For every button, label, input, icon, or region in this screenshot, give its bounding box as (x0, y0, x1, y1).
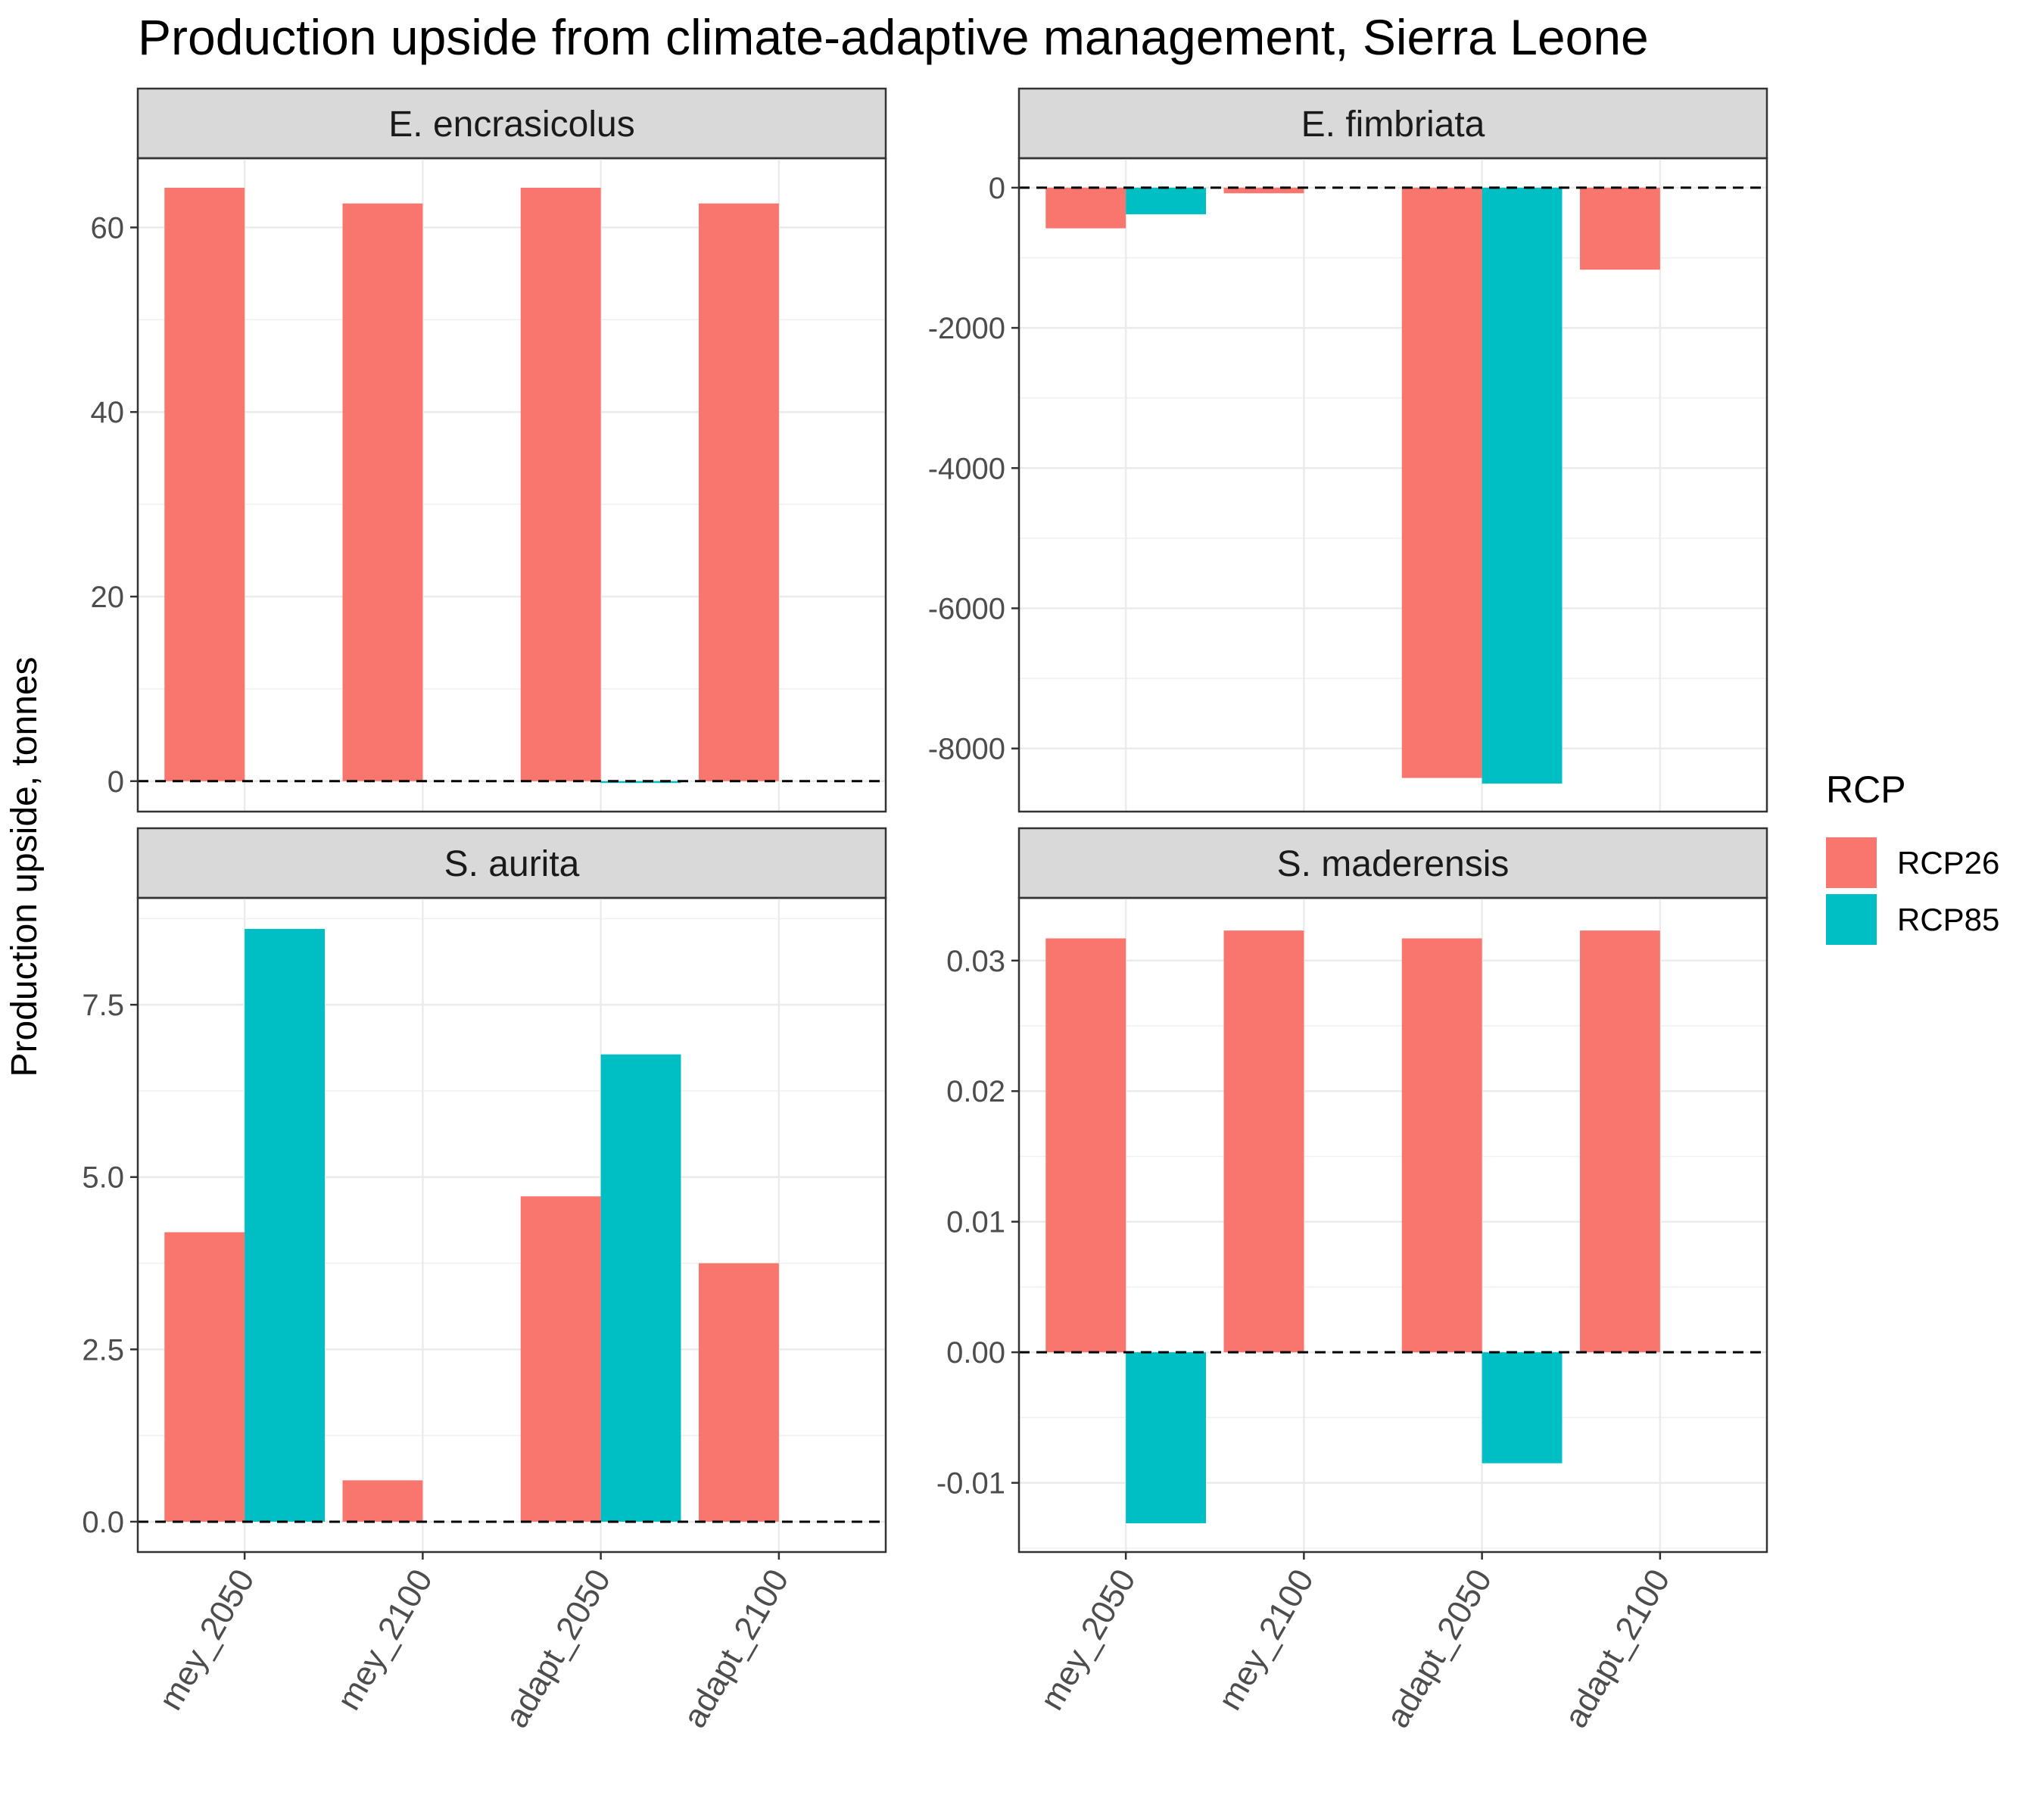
bar-s-aurita-adapt-2050-rcp26 (520, 1196, 601, 1522)
legend-label-rcp85: RCP85 (1897, 902, 1999, 937)
panels: E. encrasicolus 0 20 40 60 E. fimbriata 0 -2000… (82, 87, 1768, 1734)
strip-e-fimbriata (1017, 87, 1768, 160)
bar-e-fimbriata-adapt-2050-rcp26 (1401, 187, 1482, 778)
bar-s-aurita-adapt-2050-rcp85 (600, 1054, 681, 1522)
bar-s-aurita-mey-2100-rcp26 (342, 1480, 423, 1522)
chart-title: Production upside from climate-adaptive … (138, 9, 1649, 65)
bar-e-fimbriata-mey-2050-rcp85 (1126, 187, 1206, 215)
y-tick-label: -2000 (928, 312, 1005, 345)
bar-s-aurita-mey-2050-rcp85 (245, 928, 325, 1522)
panel-s-maderensis: S. maderensis -0.01 0.00 0.01 0.02 0.03 mey_20… (936, 827, 1768, 1734)
bar-s-maderensis-adapt-2050-rcp26 (1401, 938, 1482, 1353)
bar-e-fimbriata-mey-2100-rcp26 (1223, 187, 1304, 194)
panel-border-e-fimbriata (1017, 157, 1768, 813)
x-tick-label: mey_2100 (330, 1563, 440, 1716)
x-tick-label: adapt_2100 (1557, 1563, 1678, 1734)
y-tick-label: 0.02 (946, 1075, 1005, 1108)
y-tick-label: 20 (91, 581, 125, 614)
y-tick-label: 0.03 (946, 945, 1005, 978)
bar-e-fimbriata-adapt-2050-rcp85 (1482, 187, 1563, 784)
panel-e-fimbriata: E. fimbriata 0 -2000 -4000 -6000 -8000 (928, 87, 1768, 813)
bar-e-encrasicolus-adapt-2050-rcp26 (520, 188, 601, 781)
y-tick-label: -0.01 (936, 1467, 1005, 1501)
bar-e-encrasicolus-mey-2050-rcp26 (164, 188, 245, 781)
strip-label-e-fimbriata: E. fimbriata (1301, 104, 1485, 145)
legend-label-rcp26: RCP26 (1897, 845, 1999, 880)
y-tick-label: 0.01 (946, 1206, 1005, 1239)
panel-border-s-aurita (136, 896, 887, 1554)
y-tick-label: 0 (107, 765, 124, 799)
legend-swatch-rcp85 (1826, 894, 1877, 945)
bar-e-fimbriata-adapt-2100-rcp26 (1580, 187, 1660, 270)
bar-s-maderensis-adapt-2050-rcp85 (1482, 1352, 1563, 1463)
y-tick-label: 5.0 (82, 1161, 124, 1195)
y-tick-label: 40 (91, 396, 125, 429)
bar-e-encrasicolus-adapt-2100-rcp26 (699, 203, 779, 781)
bar-e-encrasicolus-adapt-2050-rcp85 (600, 781, 681, 784)
y-tick-label: 0 (989, 172, 1005, 205)
bar-s-aurita-mey-2050-rcp26 (164, 1232, 245, 1522)
bar-s-maderensis-mey-2050-rcp85 (1126, 1352, 1206, 1524)
y-tick-label: 0.0 (82, 1506, 124, 1539)
strip-label-s-maderensis: S. maderensis (1277, 844, 1510, 884)
panel-border-s-maderensis (1017, 896, 1768, 1554)
bar-s-aurita-adapt-2100-rcp26 (699, 1263, 779, 1522)
y-tick-label: -6000 (928, 592, 1005, 625)
x-tick-label: adapt_2050 (498, 1563, 618, 1734)
legend-title: RCP (1826, 768, 1906, 811)
panel-border-e-encrasicolus (136, 157, 887, 813)
y-tick-label: -8000 (928, 733, 1005, 766)
x-tick-label: adapt_2100 (676, 1563, 796, 1734)
y-tick-label: 2.5 (82, 1333, 124, 1367)
y-axis-label: Production upside, tonnes (5, 656, 45, 1077)
y-tick-label: -4000 (928, 452, 1005, 485)
y-tick-label: 0.00 (946, 1336, 1005, 1370)
panel-s-aurita: S. aurita 0.0 2.5 5.0 7.5 mey_2050 mey_2100 ada… (82, 827, 887, 1734)
y-tick-label: 7.5 (82, 989, 124, 1022)
y-tick-label: 60 (91, 211, 125, 245)
bar-e-fimbriata-mey-2050-rcp26 (1045, 187, 1126, 229)
bar-e-encrasicolus-mey-2100-rcp26 (342, 203, 423, 781)
legend: RCP RCP26 RCP85 (1826, 768, 1999, 945)
strip-e-encrasicolus (136, 87, 887, 160)
legend-swatch-rcp26 (1826, 837, 1877, 888)
bar-s-maderensis-mey-2050-rcp26 (1045, 938, 1126, 1353)
x-tick-label: mey_2050 (152, 1563, 262, 1716)
bar-s-maderensis-mey-2100-rcp26 (1223, 930, 1304, 1353)
x-tick-label: adapt_2050 (1379, 1563, 1500, 1734)
strip-label-e-encrasicolus: E. encrasicolus (388, 104, 634, 145)
strip-label-s-aurita: S. aurita (444, 844, 580, 884)
bar-s-maderensis-adapt-2100-rcp26 (1580, 930, 1660, 1353)
x-tick-label: mey_2050 (1033, 1563, 1143, 1716)
x-tick-label: mey_2100 (1211, 1563, 1321, 1716)
panel-e-encrasicolus: E. encrasicolus 0 20 40 60 (91, 87, 887, 813)
